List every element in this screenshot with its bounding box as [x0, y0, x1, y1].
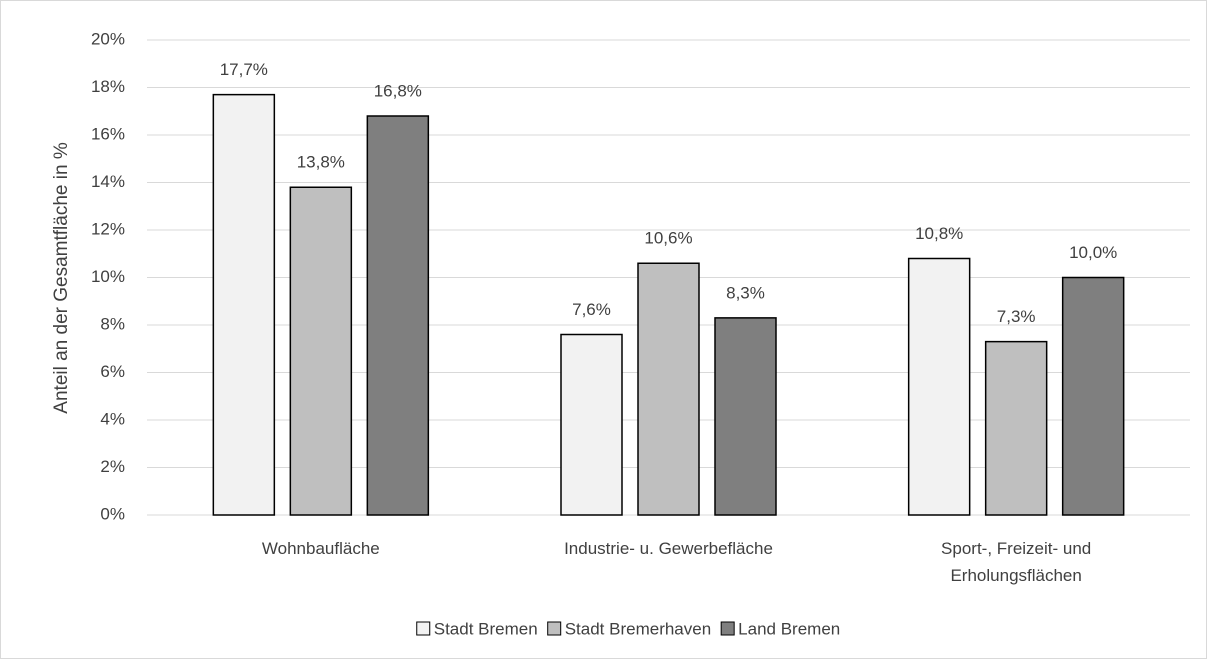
- y-tick-label: 6%: [100, 362, 125, 381]
- legend-label: Land Bremen: [738, 619, 840, 638]
- bar: [637, 262, 700, 516]
- bar: [714, 317, 777, 516]
- x-tick-label: Sport-, Freizeit- und Erholungsflächen: [941, 539, 1092, 585]
- data-label: 10,8%: [915, 224, 963, 243]
- data-label: 10,6%: [644, 229, 692, 248]
- data-label: 8,3%: [726, 283, 765, 302]
- data-label: 7,3%: [997, 307, 1036, 326]
- x-tick-label: Wohnbaufläche: [261, 539, 380, 558]
- bar: [289, 186, 353, 516]
- bar: [366, 115, 430, 516]
- y-tick-label: 4%: [100, 409, 125, 428]
- legend-label: Stadt Bremen: [434, 619, 538, 638]
- bar: [984, 340, 1048, 516]
- y-tick-label: 20%: [91, 29, 125, 48]
- data-label: 10,0%: [1069, 243, 1117, 262]
- y-tick-label: 12%: [91, 219, 125, 238]
- legend-swatch: [547, 621, 562, 636]
- data-label: 13,8%: [297, 153, 345, 172]
- y-tick-label: 10%: [91, 267, 125, 286]
- y-tick-label: 18%: [91, 77, 125, 96]
- bar: [560, 333, 623, 516]
- legend-swatch: [416, 621, 431, 636]
- bar: [907, 257, 971, 516]
- legend-label: Stadt Bremerhaven: [565, 619, 711, 638]
- y-axis-label: Anteil an der Gesamtfläche in %: [51, 142, 72, 414]
- bar: [1061, 276, 1125, 516]
- bar: [212, 93, 276, 516]
- data-label: 7,6%: [572, 300, 611, 319]
- y-tick-label: 0%: [100, 504, 125, 523]
- y-tick-label: 2%: [100, 457, 125, 476]
- y-tick-label: 8%: [100, 314, 125, 333]
- y-tick-label: 14%: [91, 172, 125, 191]
- x-tick-label: Industrie- u. Gewerbefläche: [564, 539, 773, 558]
- data-label: 17,7%: [220, 60, 268, 79]
- legend-swatch: [720, 621, 735, 636]
- data-label: 16,8%: [374, 81, 422, 100]
- y-tick-label: 16%: [91, 124, 125, 143]
